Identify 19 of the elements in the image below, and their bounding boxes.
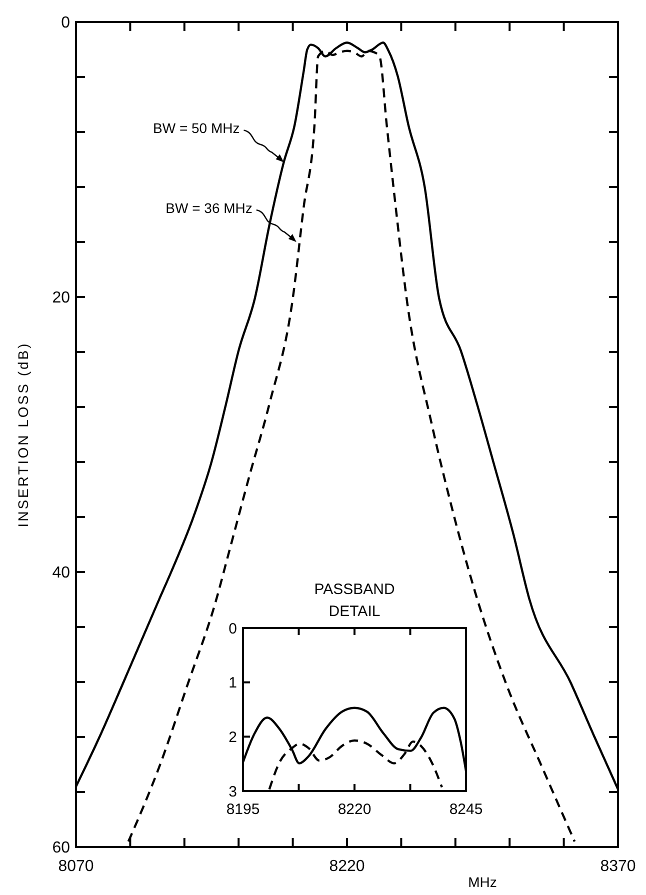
y-tick-label: 0	[61, 14, 70, 32]
y-tick-label: 2	[228, 728, 237, 746]
y-tick-label: 0	[228, 620, 237, 638]
x-axis-title: MHz	[468, 874, 497, 890]
y-axis-title: INSERTION LOSS (dB)	[15, 342, 31, 528]
x-tick-label: 8195	[226, 801, 260, 818]
y-tick-label: 20	[52, 290, 70, 307]
x-tick-label: 8070	[58, 858, 94, 875]
x-tick-label: 8220	[329, 858, 365, 875]
y-tick-label: 40	[52, 564, 70, 582]
x-tick-label: 8370	[600, 858, 636, 875]
annotation: BW = 36 MHz	[166, 200, 252, 216]
x-tick-label: 8245	[449, 801, 483, 818]
chart-title: PASSBAND DETAIL	[314, 581, 395, 620]
annotation: BW = 50 MHz	[153, 120, 240, 136]
y-tick-label: 3	[228, 783, 237, 800]
y-tick-label: 60	[52, 840, 70, 857]
x-tick-label: 8220	[338, 801, 372, 818]
y-tick-label: 1	[228, 674, 237, 692]
